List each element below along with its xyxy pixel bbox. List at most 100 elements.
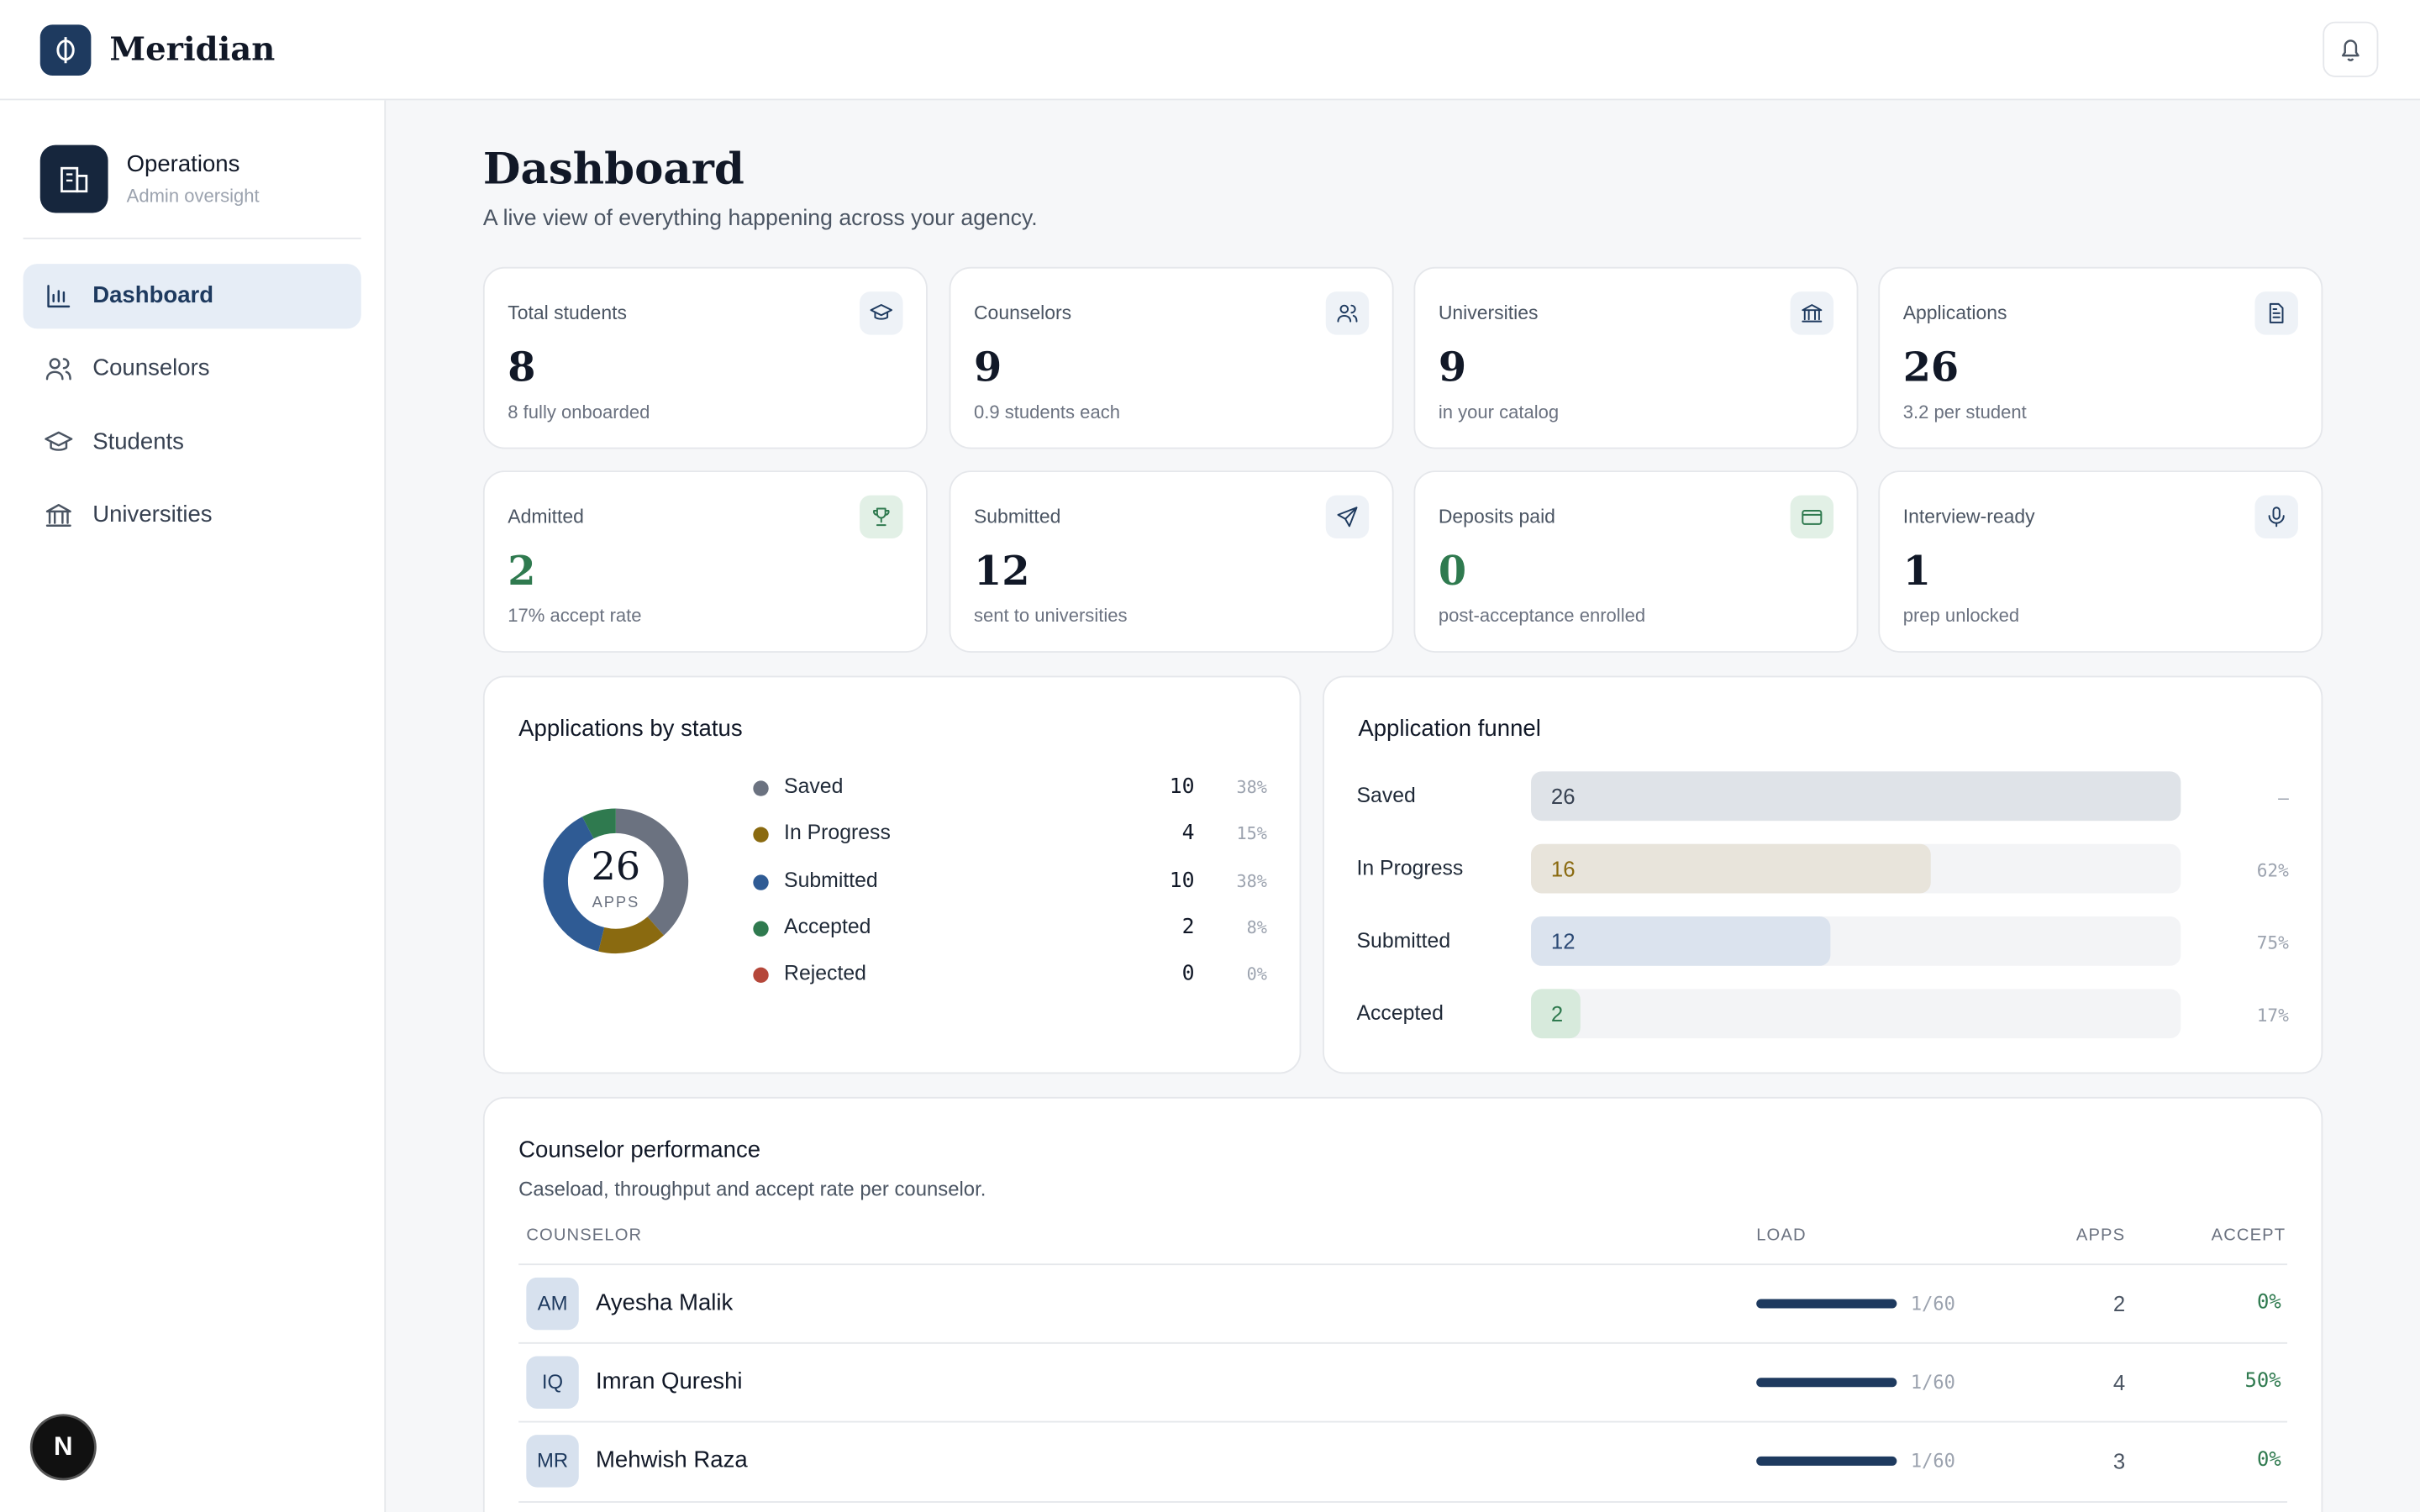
icon	[45, 358, 71, 381]
load-text: 1/60	[1910, 1293, 1955, 1315]
stage-bar	[1531, 916, 1831, 966]
row-divider	[518, 1421, 2288, 1424]
icon	[873, 507, 890, 527]
logo[interactable]	[39, 24, 92, 76]
stage-bar	[1531, 843, 1931, 894]
status-percent: 15%	[1236, 824, 1267, 845]
stat-label: Total students	[508, 302, 627, 324]
stat-label: Submitted	[973, 506, 1061, 528]
apps: 2	[2112, 1291, 2126, 1316]
icon	[1337, 304, 1358, 323]
avatar: AM	[526, 1277, 579, 1331]
stat-card: Counselors 9 0.9 students each	[949, 266, 1394, 449]
status-percent: 38%	[1236, 777, 1267, 798]
counselor-name: Mehwish Raza	[595, 1447, 748, 1474]
nav-item[interactable]: Dashboard	[23, 264, 361, 329]
accept-rate: 50%	[2244, 1370, 2281, 1394]
legend-dot	[753, 827, 769, 843]
nav-item[interactable]: Counselors	[24, 337, 361, 402]
status-value: 10	[1169, 774, 1195, 800]
card-title: Counselor performance	[518, 1137, 761, 1163]
status-value: 4	[1181, 821, 1195, 847]
stat-value: 0	[1438, 549, 1467, 596]
apps: 3	[2112, 1449, 2126, 1474]
nav-label: Universities	[92, 501, 213, 528]
stat-label: Applications	[1902, 302, 2007, 324]
stat-value: 26	[1902, 345, 1960, 392]
status-name: Rejected	[784, 961, 866, 985]
stat-value: 8	[508, 345, 536, 392]
stat-icon	[860, 495, 903, 539]
stat-icon	[1325, 495, 1370, 539]
header: Meridian	[0, 0, 2420, 101]
avatar: MR	[526, 1435, 579, 1488]
icon	[2269, 302, 2284, 323]
donut-segment	[543, 808, 689, 954]
page-title: Dashboard	[482, 143, 744, 195]
user-badge[interactable]: N	[32, 1416, 95, 1478]
column-header: COUNSELOR	[526, 1226, 643, 1246]
status-name: In Progress	[784, 821, 891, 845]
accept-rate: 0%	[2256, 1291, 2281, 1315]
nav-item[interactable]: Students	[24, 410, 361, 475]
row-divider	[518, 1342, 2288, 1345]
stat-note: 17% accept rate	[508, 605, 642, 627]
nav-label: Counselors	[92, 354, 210, 382]
stat-label: Deposits paid	[1438, 506, 1555, 528]
status-name: Submitted	[784, 868, 878, 891]
nav-item[interactable]: Universities	[24, 483, 361, 548]
row-divider	[518, 1500, 2288, 1503]
legend-dot	[753, 967, 769, 984]
workspace-subtitle: Admin oversight	[126, 185, 260, 207]
page-subtitle: A live view of everything happening acro…	[482, 207, 1038, 232]
status-value: 0	[1181, 961, 1195, 987]
workspace-icon	[39, 144, 108, 213]
status-percent: 38%	[1236, 871, 1267, 891]
stat-card: Universities 9 in your catalog	[1413, 266, 1859, 449]
notifications-button[interactable]	[2323, 21, 2379, 77]
status-value: 10	[1169, 868, 1195, 893]
column-header: LOAD	[1756, 1226, 1807, 1246]
column-header: APPS	[2075, 1226, 2126, 1246]
stat-card: Applications 26 3.2 per student	[1878, 266, 2323, 449]
performance-card: Counselor performance Caseload, throughp…	[482, 1096, 2323, 1512]
divider	[23, 237, 361, 239]
icon	[1802, 304, 1823, 323]
counselor-name: Imran Qureshi	[595, 1368, 743, 1395]
status-percent: 8%	[1246, 917, 1267, 938]
stage-value: 16	[1550, 856, 1576, 881]
icon	[870, 304, 893, 320]
stage-track	[1531, 989, 2181, 1039]
stage-name: Accepted	[1356, 1001, 1444, 1025]
stage-value: 2	[1550, 1001, 1564, 1026]
stage-rate: 17%	[2256, 1004, 2289, 1026]
nav-label: Students	[92, 428, 184, 455]
workspace-title: Operations	[126, 151, 240, 178]
status-name: Saved	[784, 774, 844, 798]
card-title: Application funnel	[1358, 716, 1541, 743]
stat-icon	[860, 291, 903, 335]
card-subtitle: Caseload, throughput and accept rate per…	[518, 1177, 986, 1200]
accept-rate: 0%	[2256, 1449, 2281, 1473]
load-bar	[1756, 1457, 1897, 1467]
donut-segment	[543, 808, 689, 954]
column-header: ACCEPT	[2211, 1226, 2286, 1246]
stage-bar	[1531, 771, 2181, 822]
brand: Meridian	[109, 29, 276, 68]
stat-card: Deposits paid 0 post-acceptance enrolled	[1413, 470, 1859, 653]
stat-note: 3.2 per student	[1902, 401, 2027, 423]
stat-note: 8 fully onboarded	[508, 401, 650, 423]
donut-segment	[543, 808, 689, 954]
stat-icon	[1325, 291, 1370, 335]
stat-card: Admitted 2 17% accept rate	[482, 470, 928, 653]
legend-dot	[753, 780, 769, 796]
stat-card: Total students 8 8 fully onboarded	[482, 266, 928, 449]
row-divider	[518, 1263, 2288, 1266]
nav-label: Dashboard	[92, 282, 214, 309]
stat-icon	[1790, 291, 1834, 335]
stat-card: Interview-ready 1 prep unlocked	[1878, 470, 2323, 653]
stat-value: 1	[1902, 549, 1931, 596]
